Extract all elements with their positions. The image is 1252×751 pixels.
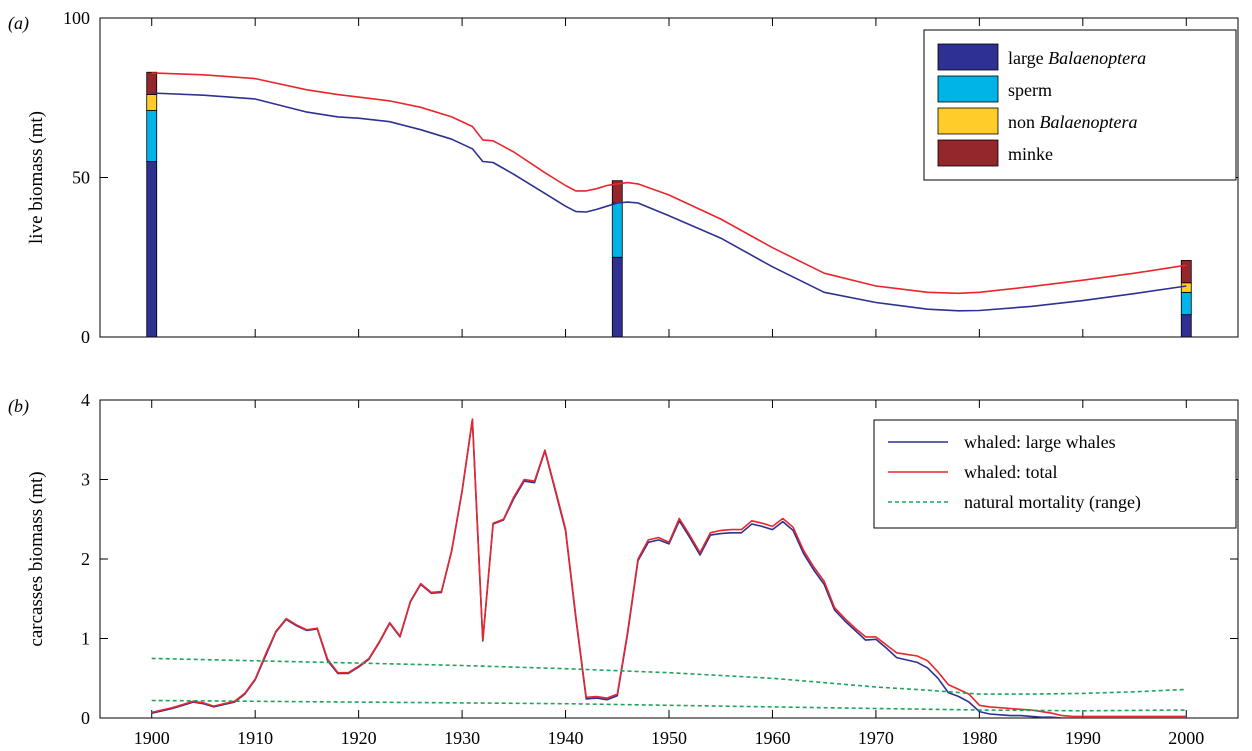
series-line-1 xyxy=(151,72,1187,295)
x-tick-label: 2000 xyxy=(1168,728,1204,748)
legend-box xyxy=(873,419,1237,529)
series-line-1 xyxy=(151,418,1187,718)
bar-segment-minke xyxy=(146,71,158,95)
legend-entry: natural mortality (range) xyxy=(964,492,1141,513)
legend-swatch xyxy=(937,75,999,103)
series-line-3 xyxy=(151,699,1187,712)
legend-swatch xyxy=(937,43,999,71)
legend-a: large Balaenoptera sperm non Balaenoptera m… xyxy=(923,29,1237,181)
x-tick-label: 1930 xyxy=(444,728,480,748)
y-tick-label: 4 xyxy=(81,390,90,410)
x-tick-label: 1920 xyxy=(341,728,377,748)
bar-segment-minke xyxy=(1180,260,1192,284)
y-tick-label: 0 xyxy=(81,327,90,347)
y-tick-label: 50 xyxy=(72,168,90,188)
x-tick-label: 1960 xyxy=(754,728,790,748)
bar-segment-sperm xyxy=(611,202,623,258)
x-tick-label: 1980 xyxy=(961,728,997,748)
x-tick-label: 1950 xyxy=(651,728,687,748)
legend-entry: sperm xyxy=(1008,80,1052,100)
panel-b-carcasses-biomass: (b) carcasses biomass (mt) 1900 1910 1920 1… xyxy=(8,390,1239,748)
y-tick-label: 0 xyxy=(81,708,90,728)
y-tick-label: 1 xyxy=(81,629,90,649)
x-tick-label: 1940 xyxy=(548,728,584,748)
panel-a-y-axis-label: live biomass (mt) xyxy=(26,111,47,244)
legend-entry: whaled: total xyxy=(964,462,1057,482)
legend-b: whaled: large whales whaled: total natural… xyxy=(873,419,1237,529)
panel-b-label: (b) xyxy=(8,396,29,417)
legend-entry: minke xyxy=(1008,144,1053,164)
panel-a-label: (a) xyxy=(8,13,29,34)
bar-segment-large-balaenoptera xyxy=(611,256,623,337)
bar-segment-sperm xyxy=(146,110,158,162)
legend-entry: non Balaenoptera xyxy=(1008,112,1137,132)
panel-b-y-axis-label: carcasses biomass (mt) xyxy=(26,471,47,646)
bar-segment-sperm xyxy=(1180,291,1192,316)
y-tick-label: 3 xyxy=(81,470,90,490)
bar-segment-non-balaenoptera xyxy=(1180,282,1192,293)
bar-segment-large-balaenoptera xyxy=(1180,314,1192,337)
y-tick-label: 100 xyxy=(63,8,90,28)
series-line-2 xyxy=(151,657,1187,695)
legend-entry: whaled: large whales xyxy=(964,432,1116,452)
x-tick-label: 1990 xyxy=(1065,728,1101,748)
plot-area xyxy=(146,71,1192,337)
legend-swatch xyxy=(937,107,999,135)
bar-segment-large-balaenoptera xyxy=(146,161,158,337)
plot-area xyxy=(151,418,1187,718)
bar-segment-non-balaenoptera xyxy=(146,94,158,111)
x-tick-label: 1910 xyxy=(237,728,273,748)
x-tick-label: 1900 xyxy=(134,728,170,748)
panel-a-live-biomass: (a) live biomass (mt) 0 50 100 large Balaen… xyxy=(8,8,1239,347)
y-tick-label: 2 xyxy=(81,549,90,569)
legend-swatch xyxy=(937,139,999,167)
legend-entry: large Balaenoptera xyxy=(1008,48,1146,68)
x-tick-label: 1970 xyxy=(858,728,894,748)
series-line-0 xyxy=(151,92,1187,312)
